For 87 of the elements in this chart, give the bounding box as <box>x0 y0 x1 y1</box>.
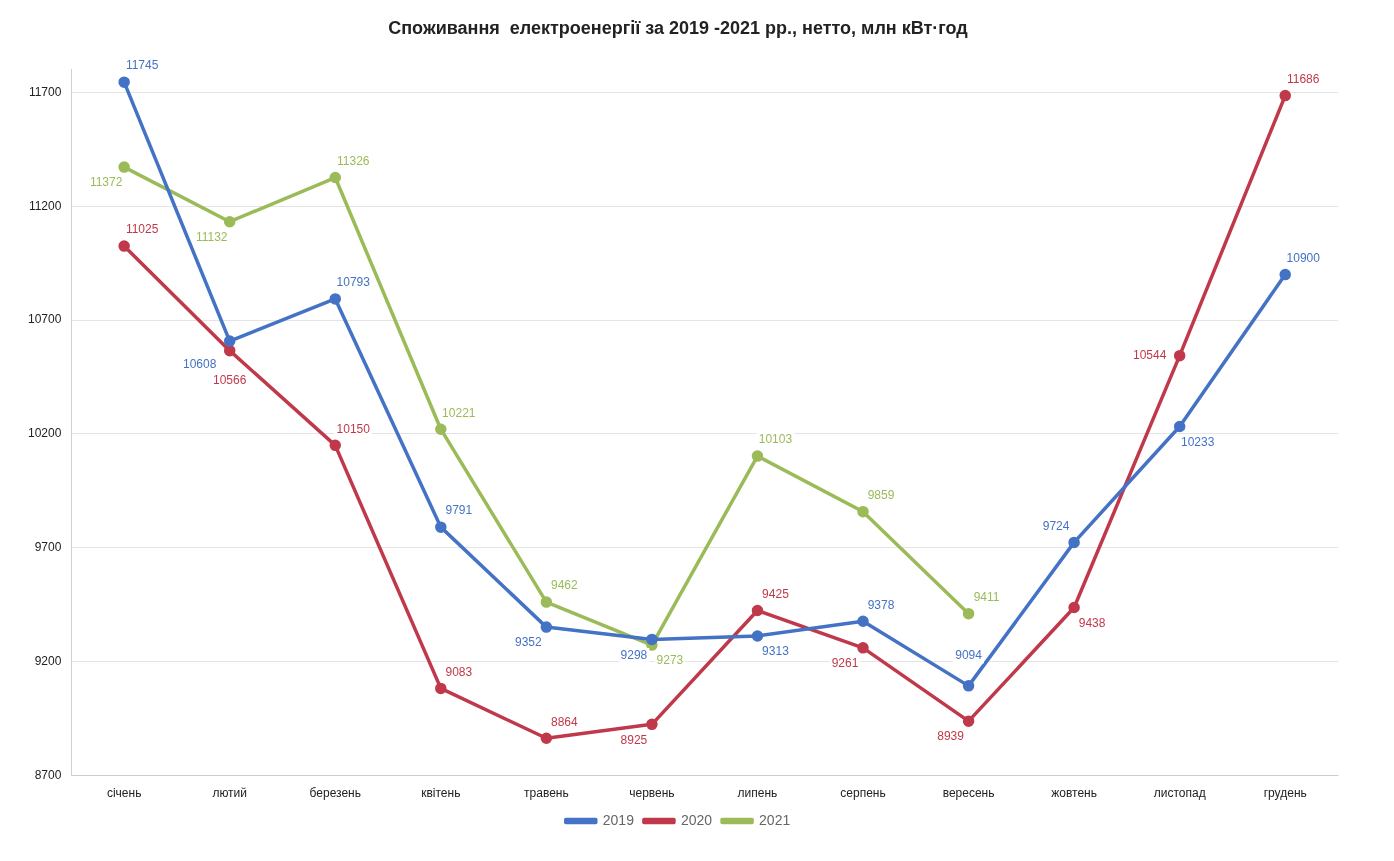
data-label: 11686 <box>1286 71 1320 86</box>
data-label: 9378 <box>867 597 895 612</box>
data-label: 9273 <box>656 653 684 668</box>
legend-label: 2021 <box>759 811 791 828</box>
x-tick-label: травень <box>524 786 569 801</box>
y-tick-label: 8700 <box>34 767 62 782</box>
data-label: 9425 <box>762 586 790 601</box>
point <box>751 604 764 617</box>
point <box>223 335 236 347</box>
point <box>857 642 869 654</box>
data-label: 10608 <box>183 357 217 372</box>
data-label: 9298 <box>620 647 648 662</box>
point <box>435 682 447 695</box>
x-tick-label: квітень <box>421 786 461 801</box>
data-label: 10103 <box>758 432 793 447</box>
data-label: 10221 <box>442 405 476 420</box>
point <box>1279 268 1291 281</box>
point <box>329 439 341 452</box>
point <box>751 450 764 462</box>
point <box>1279 89 1291 102</box>
x-tick-label: грудень <box>1263 786 1307 801</box>
point <box>540 732 553 744</box>
x-tick-label: липень <box>737 786 778 801</box>
data-label: 10900 <box>1286 250 1321 265</box>
data-label: 10233 <box>1180 434 1215 449</box>
point <box>435 423 447 435</box>
point <box>118 240 130 252</box>
point <box>540 621 553 633</box>
data-label: 9411 <box>973 589 1000 604</box>
point <box>857 615 869 627</box>
point <box>962 680 975 692</box>
chart-title: Споживання електроенергії за 2019 -2021 рр., нетто, млн кВт·год <box>388 17 969 38</box>
data-label: 9859 <box>867 487 895 502</box>
point <box>1068 536 1080 549</box>
x-tick-label: серпень <box>840 786 886 801</box>
data-label: 8925 <box>620 732 648 747</box>
x-tick-label: червень <box>629 786 675 801</box>
x-tick-label: вересень <box>942 786 995 801</box>
x-tick-label: листопад <box>1153 786 1206 801</box>
x-tick-label: лютий <box>212 786 248 801</box>
point <box>118 76 130 88</box>
data-label: 11025 <box>125 222 159 237</box>
data-label: 11745 <box>125 58 159 73</box>
point <box>435 521 447 533</box>
data-label: 8939 <box>937 729 965 744</box>
x-tick-label: березень <box>309 786 361 801</box>
data-label: 9462 <box>551 578 579 593</box>
point <box>223 215 236 228</box>
data-label: 9791 <box>445 503 473 518</box>
data-label: 10150 <box>336 421 371 436</box>
y-tick-label: 10200 <box>27 426 62 441</box>
point <box>540 596 553 608</box>
point <box>329 293 341 305</box>
point <box>646 633 658 646</box>
y-tick-label: 9700 <box>34 540 62 555</box>
y-tick-label: 10700 <box>27 312 62 327</box>
data-label: 9438 <box>1078 615 1106 630</box>
point <box>1173 420 1186 433</box>
point <box>646 718 658 731</box>
legend-label: 2020 <box>680 811 713 828</box>
data-label: 11326 <box>337 153 370 168</box>
data-label: 10793 <box>336 275 371 290</box>
data-label: 9094 <box>955 648 983 663</box>
data-label: 10566 <box>213 372 247 387</box>
data-label: 9083 <box>445 664 473 679</box>
data-label: 9313 <box>762 644 790 659</box>
point <box>751 630 764 642</box>
y-tick-label: 11200 <box>28 198 62 213</box>
data-label: 11372 <box>89 175 123 190</box>
x-tick-label: жовтень <box>1051 786 1097 801</box>
x-tick-label: січень <box>106 786 142 801</box>
point <box>962 715 975 727</box>
point <box>1173 349 1186 362</box>
point <box>962 607 975 620</box>
point <box>857 505 869 518</box>
data-label: 8864 <box>551 714 579 729</box>
point <box>118 161 130 173</box>
y-tick-label: 9200 <box>34 654 62 669</box>
legend-label: 2019 <box>602 811 635 828</box>
point <box>1068 601 1080 614</box>
data-label: 10544 <box>1132 347 1167 362</box>
data-label: 11132 <box>195 230 228 245</box>
point <box>329 171 341 184</box>
y-tick-label: 11700 <box>28 84 62 99</box>
data-label: 9261 <box>831 656 859 671</box>
data-label: 9352 <box>515 635 543 650</box>
data-label: 9724 <box>1042 518 1070 533</box>
